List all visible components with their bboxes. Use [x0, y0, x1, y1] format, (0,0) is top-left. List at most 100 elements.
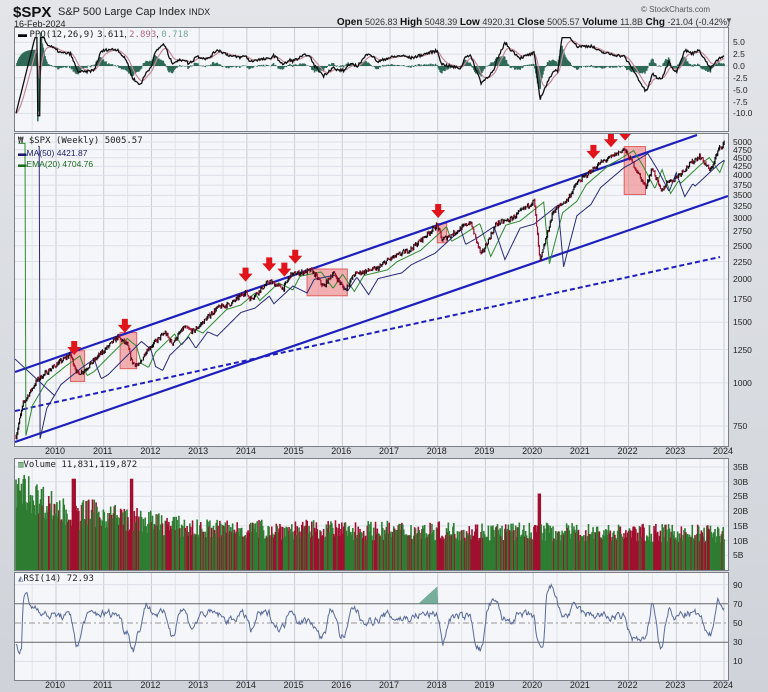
ppo-legend: ▬ PPO(12,26,9) 3.611, 2.893, 0.718 [18, 29, 189, 40]
x-tick-label: 2017 [378, 680, 400, 690]
volume-plot [15, 459, 728, 570]
price-panel: ₩ $SPX (Weekly) 5005.57 ▬MA(50) 4421.87 … [14, 133, 729, 447]
price-label: $SPX (Weekly) 5005.57 [28, 136, 143, 146]
x-tick-label: 2012 [140, 680, 161, 690]
close-label: Close [517, 17, 545, 28]
y-tick-label: 1000 [733, 377, 752, 388]
y-tick-label: 5B [733, 550, 744, 561]
y-tick-label: 90 [733, 579, 743, 590]
ma-swatch-icon: ▬ [18, 148, 27, 158]
x-tick-label: 2021 [569, 680, 590, 690]
copyright: © StockCharts.com [640, 5, 710, 14]
y-tick-label: -5.0 [733, 84, 748, 95]
y-tick-label: 3750 [733, 180, 752, 191]
bar-chart-icon: ▥ [18, 460, 24, 470]
x-tick-label: 2022 [617, 680, 638, 690]
high-label: High [400, 17, 423, 28]
y-tick-label: 750 [733, 421, 748, 431]
y-tick-label: 2500 [733, 240, 752, 251]
x-tick-label: 2014 [235, 446, 256, 456]
x-tick-label: 2013 [188, 680, 209, 690]
y-tick-label: -10.0 [733, 108, 753, 119]
y-tick-label: -7.5 [733, 96, 748, 107]
rsi-x-axis: 2010 2011 2012 2013 2014 2015 2016 2017 2018 2019… [14, 680, 733, 692]
ma-legend: ▬MA(50) 4421.87 [18, 148, 87, 158]
chart-date: 16-Feb-2024 [14, 19, 66, 29]
high-value: 5048.39 [424, 17, 458, 27]
x-tick-label: 2022 [617, 446, 638, 456]
x-tick-label: 2018 [426, 680, 447, 690]
x-tick-label: 2014 [235, 680, 256, 690]
ma-label: MA(50) 4421.87 [26, 148, 88, 158]
y-tick-label: 3250 [733, 201, 752, 212]
y-tick-label: 30B [733, 476, 749, 487]
x-tick-label: 2010 [44, 446, 66, 456]
index-name: S&P 500 Large Cap Index [58, 6, 186, 18]
volume-panel: ▥Volume 11,831,119,872 [14, 458, 729, 571]
x-tick-label: 2016 [331, 446, 352, 456]
y-tick-label: 10 [733, 656, 743, 667]
y-tick-label: 5.0 [733, 37, 745, 48]
x-tick-label: 2020 [522, 446, 543, 456]
y-tick-label: 1500 [733, 317, 752, 328]
y-tick-label: 4750 [733, 144, 752, 155]
volume-value: 11.8B [620, 17, 643, 27]
chg-label: Chg [645, 17, 665, 28]
ppo-swatch-icon: ▬ [18, 29, 27, 39]
ppo-value: 3.611 [97, 30, 125, 40]
symbol-title: $SPX [13, 4, 52, 21]
rsi-legend: ◭RSI(14) 72.93 [18, 574, 94, 584]
ppo-label: PPO(12,26,9) [29, 30, 95, 40]
chg-value: -21.04 (-0.42%) [667, 17, 730, 27]
ppo-signal-value: 2.893 [129, 30, 157, 40]
volume-legend: ▥Volume 11,831,119,872 [18, 460, 137, 470]
x-tick-label: 2019 [474, 446, 495, 456]
x-tick-label: 2023 [665, 446, 686, 456]
y-tick-label: 0.0 [733, 61, 745, 71]
price-plot [15, 134, 728, 446]
x-tick-label: 2024 [712, 446, 734, 456]
line-chart-icon: ◭ [18, 574, 24, 584]
x-tick-label: 2011 [93, 446, 113, 456]
y-tick-label: 50 [733, 618, 743, 628]
y-tick-label: 1750 [733, 294, 752, 305]
x-tick-label: 2017 [378, 446, 400, 456]
rsi-plot [15, 573, 728, 680]
low-label: Low [459, 17, 480, 28]
y-tick-label: 10B [733, 535, 749, 546]
x-tick-label: 2024 [712, 680, 734, 690]
ema-label: EMA(20) 4704.76 [26, 159, 94, 169]
open-label: Open [336, 17, 363, 28]
y-tick-label: 2750 [733, 226, 752, 237]
x-tick-label: 2016 [331, 680, 352, 690]
y-tick-label: 2.5 [733, 49, 745, 60]
low-value: 4920.31 [482, 17, 515, 27]
ohlc-summary: Open 5026.83 High 5048.39 Low 4920.31 Cl… [337, 17, 730, 28]
price-legend-symbol: ₩ $SPX (Weekly) 5005.57 [18, 136, 143, 146]
open-value: 5026.83 [364, 17, 398, 27]
volume-label: Volume [582, 17, 618, 28]
x-tick-label: 2013 [188, 446, 209, 456]
y-tick-label: 1250 [733, 344, 752, 355]
ppo-plot [15, 28, 728, 131]
ema-swatch-icon: ▬ [18, 159, 27, 169]
y-tick-label: 3000 [733, 213, 752, 224]
x-tick-label: 2015 [283, 680, 304, 690]
x-tick-label: 2012 [140, 446, 161, 456]
y-tick-label: 15B [733, 520, 749, 531]
y-tick-label: 30 [733, 637, 743, 648]
rsi-label-text: RSI(14) 72.93 [23, 574, 94, 584]
x-tick-label: 2023 [665, 680, 686, 690]
volume-label-text: Volume 11,831,119,872 [23, 460, 138, 470]
ppo-panel: ▬ PPO(12,26,9) 3.611, 2.893, 0.718 [14, 27, 729, 132]
y-tick-label: 35B [733, 462, 749, 472]
y-tick-label: 70 [733, 598, 743, 609]
x-tick-label: 2018 [426, 446, 447, 456]
y-tick-label: 5000 [733, 137, 752, 147]
candle-icon: ₩ [18, 136, 24, 146]
x-tick-label: 2010 [44, 680, 66, 690]
price-x-axis: 2010 2011 2012 2013 2014 2015 2016 2017 2018 2019… [14, 446, 733, 458]
ppo-histogram-value: 0.718 [161, 30, 189, 40]
x-tick-label: 2020 [522, 680, 543, 690]
chevron-down-icon[interactable]: ▼ [725, 16, 733, 25]
